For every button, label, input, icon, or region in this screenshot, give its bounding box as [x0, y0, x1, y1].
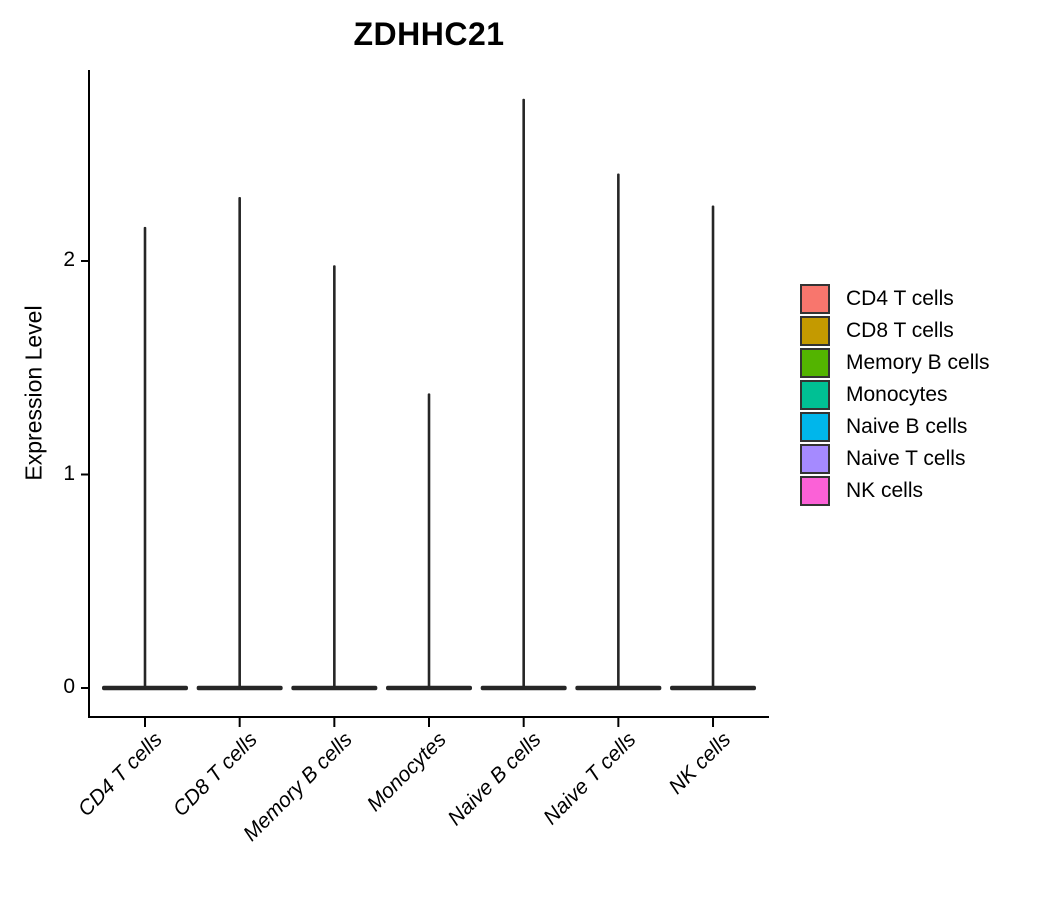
legend-color-swatch	[800, 412, 830, 442]
legend-item-label: Naive T cells	[846, 447, 966, 470]
violin-spike	[522, 98, 525, 688]
violin-body	[575, 685, 662, 691]
legend-color-swatch	[800, 380, 830, 410]
violin-body	[670, 685, 757, 691]
legend: CD4 T cells CD8 T cells Memory B cells Mono…	[800, 283, 990, 507]
legend-color-swatch	[800, 316, 830, 346]
legend-item-label: Naive B cells	[846, 415, 968, 438]
legend-color-swatch	[800, 284, 830, 314]
legend-item: CD8 T cells	[800, 315, 990, 347]
y-tick-label: 0	[63, 675, 75, 699]
violin-spike	[238, 196, 241, 687]
legend-item: Naive T cells	[800, 443, 990, 475]
violin-spike	[333, 265, 336, 687]
violin-body	[291, 685, 378, 691]
legend-item: CD4 T cells	[800, 283, 990, 315]
legend-item: Naive B cells	[800, 411, 990, 443]
legend-item: NK cells	[800, 475, 990, 507]
violin-spike	[427, 393, 431, 687]
legend-item-label: CD4 T cells	[846, 287, 954, 310]
chart-title: ZDHHC21	[353, 16, 505, 52]
violin-spike	[617, 173, 620, 688]
legend-color-swatch	[800, 348, 830, 378]
legend-item-label: NK cells	[846, 479, 924, 502]
y-tick-label: 1	[63, 461, 75, 485]
legend-item-label: Memory B cells	[846, 351, 990, 374]
legend-item: Monocytes	[800, 379, 990, 411]
violin-spike	[143, 226, 147, 687]
legend-item-label: CD8 T cells	[846, 319, 954, 342]
violin-body	[480, 685, 567, 691]
violin-body	[196, 685, 283, 691]
legend-color-swatch	[800, 444, 830, 474]
violin-body	[102, 685, 188, 691]
violin-body	[386, 685, 473, 691]
legend-color-swatch	[800, 476, 830, 506]
violin-spike	[711, 205, 715, 688]
y-tick-label: 2	[63, 248, 75, 272]
legend-item-label: Monocytes	[846, 383, 948, 406]
legend-item: Memory B cells	[800, 347, 990, 379]
